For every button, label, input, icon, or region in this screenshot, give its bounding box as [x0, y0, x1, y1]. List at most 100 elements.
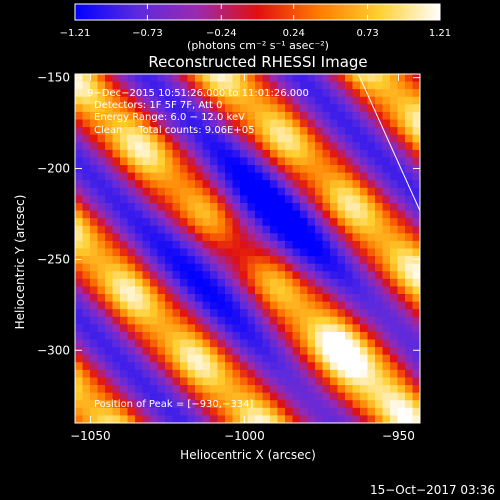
heatmap-cell: [270, 324, 279, 333]
heatmap-cell: [120, 104, 129, 113]
heatmap-cell: [285, 104, 294, 113]
heatmap-cell: [300, 369, 309, 379]
heatmap-cell: [142, 256, 151, 265]
heatmap-cell: [345, 347, 354, 356]
heatmap-cell: [157, 134, 166, 143]
heatmap-cell: [352, 104, 361, 113]
heatmap-cell: [180, 294, 189, 303]
heatmap-cell: [367, 187, 376, 196]
heatmap-cell: [202, 104, 211, 113]
heatmap-cell: [255, 415, 264, 423]
heatmap-cell: [120, 142, 129, 151]
heatmap-cell: [352, 385, 361, 394]
heatmap-cell: [375, 354, 384, 363]
heatmap-cell: [300, 89, 309, 98]
heatmap-cell: [405, 400, 414, 409]
heatmap-cell: [172, 347, 181, 356]
heatmap-cell: [75, 218, 84, 227]
heatmap-cell: [405, 74, 414, 83]
heatmap-cell: [157, 331, 166, 341]
heatmap-cell: [315, 354, 324, 363]
heatmap-cell: [232, 81, 241, 90]
heatmap-cell: [397, 104, 406, 113]
heatmap-cell: [127, 172, 136, 181]
heatmap-cell: [367, 369, 376, 379]
heatmap-cell: [165, 180, 174, 189]
heatmap-cell: [397, 369, 406, 379]
heatmap-cell: [330, 248, 339, 257]
heatmap-cell: [82, 81, 91, 90]
heatmap-cell: [127, 278, 136, 288]
heatmap-cell: [202, 400, 211, 409]
heatmap-cell: [292, 74, 301, 83]
heatmap-cell: [390, 111, 399, 121]
heatmap-cell: [307, 172, 316, 181]
heatmap-cell: [90, 111, 99, 121]
heatmap-cell: [292, 369, 301, 379]
heatmap-cell: [112, 187, 121, 196]
heatmap-cell: [315, 127, 324, 136]
heatmap-cell: [337, 339, 346, 348]
heatmap-cell: [285, 172, 294, 181]
heatmap-cell: [412, 377, 420, 386]
heatmap-cell: [97, 301, 106, 310]
heatmap-cell: [165, 119, 174, 128]
heatmap-cell: [97, 74, 106, 83]
heatmap-cell: [202, 111, 211, 121]
heatmap-cell: [150, 172, 159, 181]
heatmap-cell: [90, 195, 99, 204]
heatmap-cell: [307, 392, 316, 401]
heatmap-cell: [195, 392, 204, 401]
heatmap-cell: [210, 172, 219, 181]
heatmap-cell: [105, 127, 114, 136]
heatmap-cell: [330, 407, 339, 417]
heatmap-cell: [337, 385, 346, 394]
heatmap-cell: [352, 233, 361, 242]
heatmap-cell: [262, 218, 271, 227]
heatmap-cell: [292, 263, 301, 272]
heatmap-cell: [315, 96, 324, 105]
heatmap-cell: [330, 127, 339, 136]
heatmap-cell: [315, 316, 324, 325]
heatmap-cell: [165, 331, 174, 341]
heatmap-cell: [240, 195, 249, 204]
heatmap-cell: [330, 256, 339, 265]
heatmap-cell: [172, 111, 181, 121]
heatmap-cell: [210, 347, 219, 356]
heatmap-cell: [210, 256, 219, 265]
heatmap-cell: [330, 286, 339, 295]
heatmap-cell: [105, 165, 114, 174]
heatmap-cell: [187, 233, 196, 242]
heatmap-cell: [217, 142, 226, 151]
heatmap-cell: [382, 187, 391, 196]
heatmap-cell: [405, 165, 414, 174]
heatmap-cell: [225, 81, 234, 90]
y-tick-label: −250: [37, 252, 70, 266]
heatmap-cell: [375, 286, 384, 295]
heatmap-cell: [352, 172, 361, 181]
heatmap-cell: [292, 104, 301, 113]
heatmap-cell: [315, 233, 324, 242]
heatmap-cell: [217, 316, 226, 325]
heatmap-cell: [375, 263, 384, 272]
heatmap-cell: [97, 248, 106, 257]
heatmap-cell: [90, 362, 99, 371]
heatmap-cell: [195, 369, 204, 379]
heatmap-cell: [232, 400, 241, 409]
heatmap-cell: [307, 195, 316, 204]
heatmap-cell: [345, 225, 354, 234]
heatmap-cell: [180, 309, 189, 318]
heatmap-cell: [210, 316, 219, 325]
heatmap-cell: [150, 195, 159, 204]
heatmap-cell: [300, 316, 309, 325]
heatmap-cell: [172, 104, 181, 113]
heatmap-cell: [390, 96, 399, 105]
heatmap-cell: [225, 165, 234, 174]
heatmap-cell: [135, 165, 144, 174]
annotation-detectors: Detectors: 1F 5F 7F, Att 0: [94, 100, 222, 111]
heatmap-cell: [240, 165, 249, 174]
heatmap-cell: [142, 157, 151, 166]
heatmap-cell: [105, 385, 114, 394]
heatmap-cell: [277, 278, 286, 288]
heatmap-cell: [322, 218, 331, 227]
